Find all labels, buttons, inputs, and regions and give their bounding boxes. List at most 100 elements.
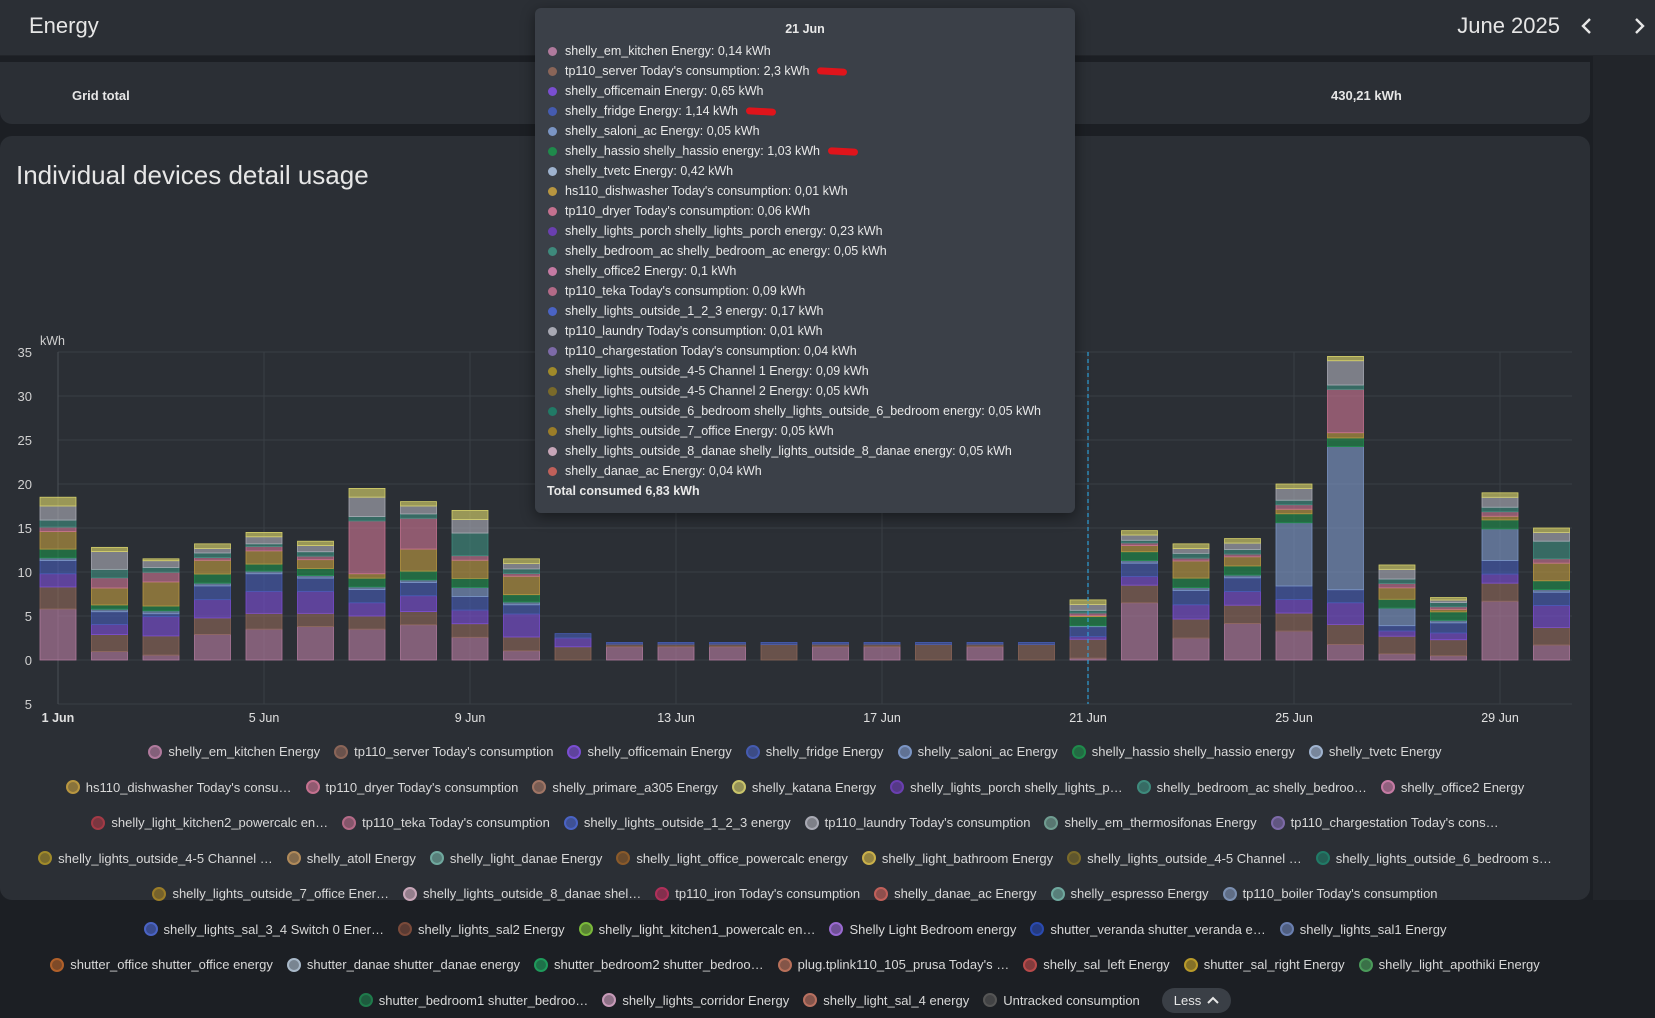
legend-item[interactable]: shelly_katana Energy	[732, 780, 876, 795]
legend-item[interactable]: shelly_bedroom_ac shelly_bedroo…	[1137, 780, 1367, 795]
legend-label: Shelly Light Bedroom energy	[849, 922, 1016, 937]
legend-item[interactable]: tp110_dryer Today's consumption	[306, 780, 519, 795]
legend-item[interactable]: shelly_officemain Energy	[567, 744, 731, 759]
legend-item[interactable]: plug.tplink110_105_prusa Today's …	[778, 957, 1010, 972]
legend-item[interactable]: tp110_chargestation Today's cons…	[1271, 815, 1499, 830]
legend-item[interactable]: Untracked consumption	[983, 993, 1140, 1008]
legend-item[interactable]: shelly_danae_ac Energy	[874, 886, 1036, 901]
legend-item[interactable]: tp110_server Today's consumption	[334, 744, 553, 759]
legend-item[interactable]: shutter_veranda shutter_veranda e…	[1030, 922, 1265, 937]
bar-segment-pink	[143, 655, 179, 660]
legend-item[interactable]: tp110_iron Today's consumption	[655, 886, 860, 901]
legend-item[interactable]: shelly_lights_outside_4-5 Channel …	[1067, 851, 1302, 866]
legend-item[interactable]: shelly_light_kitchen2_powercalc en…	[91, 815, 328, 830]
legend-item[interactable]: shelly_lights_sal1 Energy	[1280, 922, 1447, 937]
legend-item[interactable]: shutter_danae shutter_danae energy	[287, 957, 520, 972]
legend-item[interactable]: shelly_sal_left Energy	[1023, 957, 1169, 972]
bar-segment-silver	[1173, 549, 1209, 554]
bar-segment-brown	[298, 613, 334, 626]
legend-label: shelly_lights_outside_4-5 Channel …	[1087, 851, 1302, 866]
bar-segment-green	[195, 574, 231, 583]
bar-segment-brown	[1122, 585, 1158, 603]
legend-item[interactable]: hs110_dishwasher Today's consu…	[66, 780, 292, 795]
legend-item[interactable]: shelly_lights_sal2 Energy	[398, 922, 565, 937]
legend-item[interactable]: shelly_espresso Energy	[1051, 886, 1209, 901]
legend-item[interactable]: shutter_sal_right Energy	[1184, 957, 1345, 972]
legend-label: shutter_bedroom1 shutter_bedroo…	[379, 993, 589, 1008]
legend-item[interactable]: shelly_lights_outside_1_2_3 energy	[564, 815, 791, 830]
legend-item[interactable]: shelly_light_apothiki Energy	[1359, 957, 1540, 972]
legend-swatch-icon	[66, 780, 80, 794]
legend-label: shelly_lights_porch shelly_lights_p…	[910, 780, 1122, 795]
tooltip-row-text: shelly_lights_outside_6_bedroom shelly_l…	[565, 404, 1041, 418]
bar-segment-blue	[1328, 590, 1364, 603]
legend-item[interactable]: shelly_atoll Energy	[287, 851, 416, 866]
legend-label: shelly_light_kitchen2_powercalc en…	[111, 815, 328, 830]
tooltip-row-text: tp110_laundry Today's consumption: 0,01 …	[565, 324, 823, 338]
legend-item[interactable]: shelly_office2 Energy	[1381, 780, 1524, 795]
legend-row: shutter_office shutter_office energy shut…	[0, 947, 1590, 983]
legend-item[interactable]: shelly_primare_a305 Energy	[532, 780, 717, 795]
bar-segment-lightblue	[143, 611, 179, 614]
bar-segment-yellow	[195, 544, 231, 549]
previous-period-button[interactable]	[1571, 10, 1603, 42]
legend-row: shelly_em_kitchen Energy tp110_server Tod…	[0, 734, 1590, 770]
red-annotation-mark	[817, 67, 847, 76]
series-dot-icon	[548, 367, 557, 376]
period-label[interactable]: June 2025	[1457, 13, 1560, 39]
legend-item[interactable]: tp110_boiler Today's consumption	[1223, 886, 1438, 901]
grid-total-label: Grid total	[72, 88, 130, 103]
legend-item[interactable]: shelly_light_bathroom Energy	[862, 851, 1053, 866]
bar-segment-silver	[92, 552, 128, 570]
legend-item[interactable]: shelly_lights_outside_4-5 Channel …	[38, 851, 273, 866]
right-edge-panel	[1593, 55, 1655, 900]
series-dot-icon	[548, 287, 557, 296]
legend-item[interactable]: shelly_lights_corridor Energy	[602, 993, 789, 1008]
legend-item[interactable]: shelly_lights_porch shelly_lights_p…	[890, 780, 1122, 795]
bar-segment-purple	[298, 591, 334, 613]
legend-item[interactable]: shelly_light_danae Energy	[430, 851, 603, 866]
legend-item[interactable]: shelly_lights_sal_3_4 Switch 0 Ener…	[144, 922, 384, 937]
legend-item[interactable]: shelly_fridge Energy	[746, 744, 884, 759]
bar-segment-brown	[40, 587, 76, 609]
tooltip-row: tp110_server Today's consumption: 2,3 kW…	[535, 61, 1075, 81]
legend-item[interactable]: Shelly Light Bedroom energy	[829, 922, 1016, 937]
legend-item[interactable]: shelly_lights_outside_8_danae shel…	[403, 886, 641, 901]
legend-item[interactable]: shelly_light_sal_4 energy	[803, 993, 969, 1008]
tooltip-row: shelly_fridge Energy: 1,14 kWh	[535, 101, 1075, 121]
legend-less-button[interactable]: Less	[1162, 988, 1231, 1013]
legend-item[interactable]: shelly_light_office_powercalc energy	[616, 851, 848, 866]
legend-label: tp110_teka Today's consumption	[362, 815, 550, 830]
bar-segment-yellow	[504, 559, 540, 564]
series-dot-icon	[548, 447, 557, 456]
bar-segment-brown	[452, 624, 488, 638]
legend-item[interactable]: shelly_em_kitchen Energy	[148, 744, 320, 759]
bar-segment-teal	[504, 569, 540, 574]
legend-item[interactable]: shutter_office shutter_office energy	[50, 957, 273, 972]
bar-segment-blue	[246, 574, 282, 592]
bar-segment-pink	[246, 629, 282, 660]
y-tick-label: 5	[25, 697, 32, 712]
legend-item[interactable]: shelly_light_kitchen1_powercalc en…	[579, 922, 816, 937]
legend-item[interactable]: shutter_bedroom2 shutter_bedroo…	[534, 957, 764, 972]
bar-segment-brown	[143, 636, 179, 655]
legend-item[interactable]: tp110_teka Today's consumption	[342, 815, 550, 830]
bar-segment-yellow	[246, 532, 282, 536]
series-dot-icon	[548, 87, 557, 96]
legend-item[interactable]: shelly_saloni_ac Energy	[898, 744, 1058, 759]
legend-item[interactable]: shutter_bedroom1 shutter_bedroo…	[359, 993, 589, 1008]
next-period-button[interactable]	[1623, 10, 1655, 42]
legend-item[interactable]: shelly_hassio shelly_hassio energy	[1072, 744, 1295, 759]
tooltip-row-text: shelly_saloni_ac Energy: 0,05 kWh	[565, 124, 760, 138]
tooltip-row-text: shelly_lights_outside_4-5 Channel 1 Ener…	[565, 364, 869, 378]
y-tick-label: 0	[25, 653, 32, 668]
legend-item[interactable]: shelly_em_thermosifonas Energy	[1044, 815, 1256, 830]
bar-segment-pink	[401, 625, 437, 660]
legend-item[interactable]: tp110_laundry Today's consumption	[805, 815, 1031, 830]
x-tick-label: 13 Jun	[657, 711, 695, 725]
legend-item[interactable]: shelly_tvetc Energy	[1309, 744, 1442, 759]
legend-item[interactable]: shelly_lights_outside_7_office Ener…	[152, 886, 389, 901]
legend-swatch-icon	[803, 993, 817, 1007]
bar-segment-blue	[607, 642, 643, 644]
legend-item[interactable]: shelly_lights_outside_6_bedroom s…	[1316, 851, 1552, 866]
